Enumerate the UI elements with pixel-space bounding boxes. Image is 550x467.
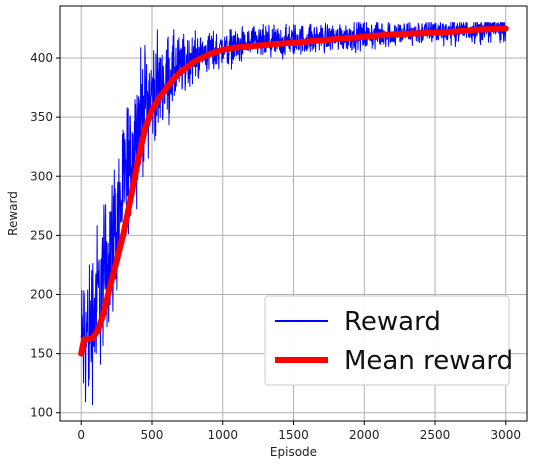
x-tick-label: 2000 [349, 428, 380, 442]
y-tick-label: 150 [30, 347, 53, 361]
y-tick-label: 100 [30, 406, 53, 420]
mean-reward-series-line [78, 25, 509, 357]
y-tick-label: 250 [30, 228, 53, 242]
y-tick-label: 200 [30, 287, 53, 301]
y-tick-label: 350 [30, 110, 53, 124]
tick-labels: 0 500 1000 1500 2000 2500 3000 100 150 200 250 300 3… [30, 51, 521, 442]
reward-series-line [80, 22, 507, 406]
y-axis-label: Reward [6, 191, 20, 236]
x-tick-label: 1500 [278, 428, 309, 442]
x-tick-label: 0 [77, 428, 85, 442]
x-tick-label: 500 [141, 428, 164, 442]
legend-label-mean-reward: Mean reward [344, 346, 513, 376]
x-axis-label: Episode [270, 445, 317, 459]
y-tick-label: 400 [30, 51, 53, 65]
series-layer [78, 22, 509, 406]
x-tick-label: 3000 [490, 428, 521, 442]
x-tick-label: 1000 [207, 428, 238, 442]
y-tick-label: 300 [30, 169, 53, 183]
legend: Reward Mean reward [264, 295, 513, 386]
x-tick-label: 2500 [420, 428, 451, 442]
legend-label-reward: Reward [344, 307, 441, 337]
